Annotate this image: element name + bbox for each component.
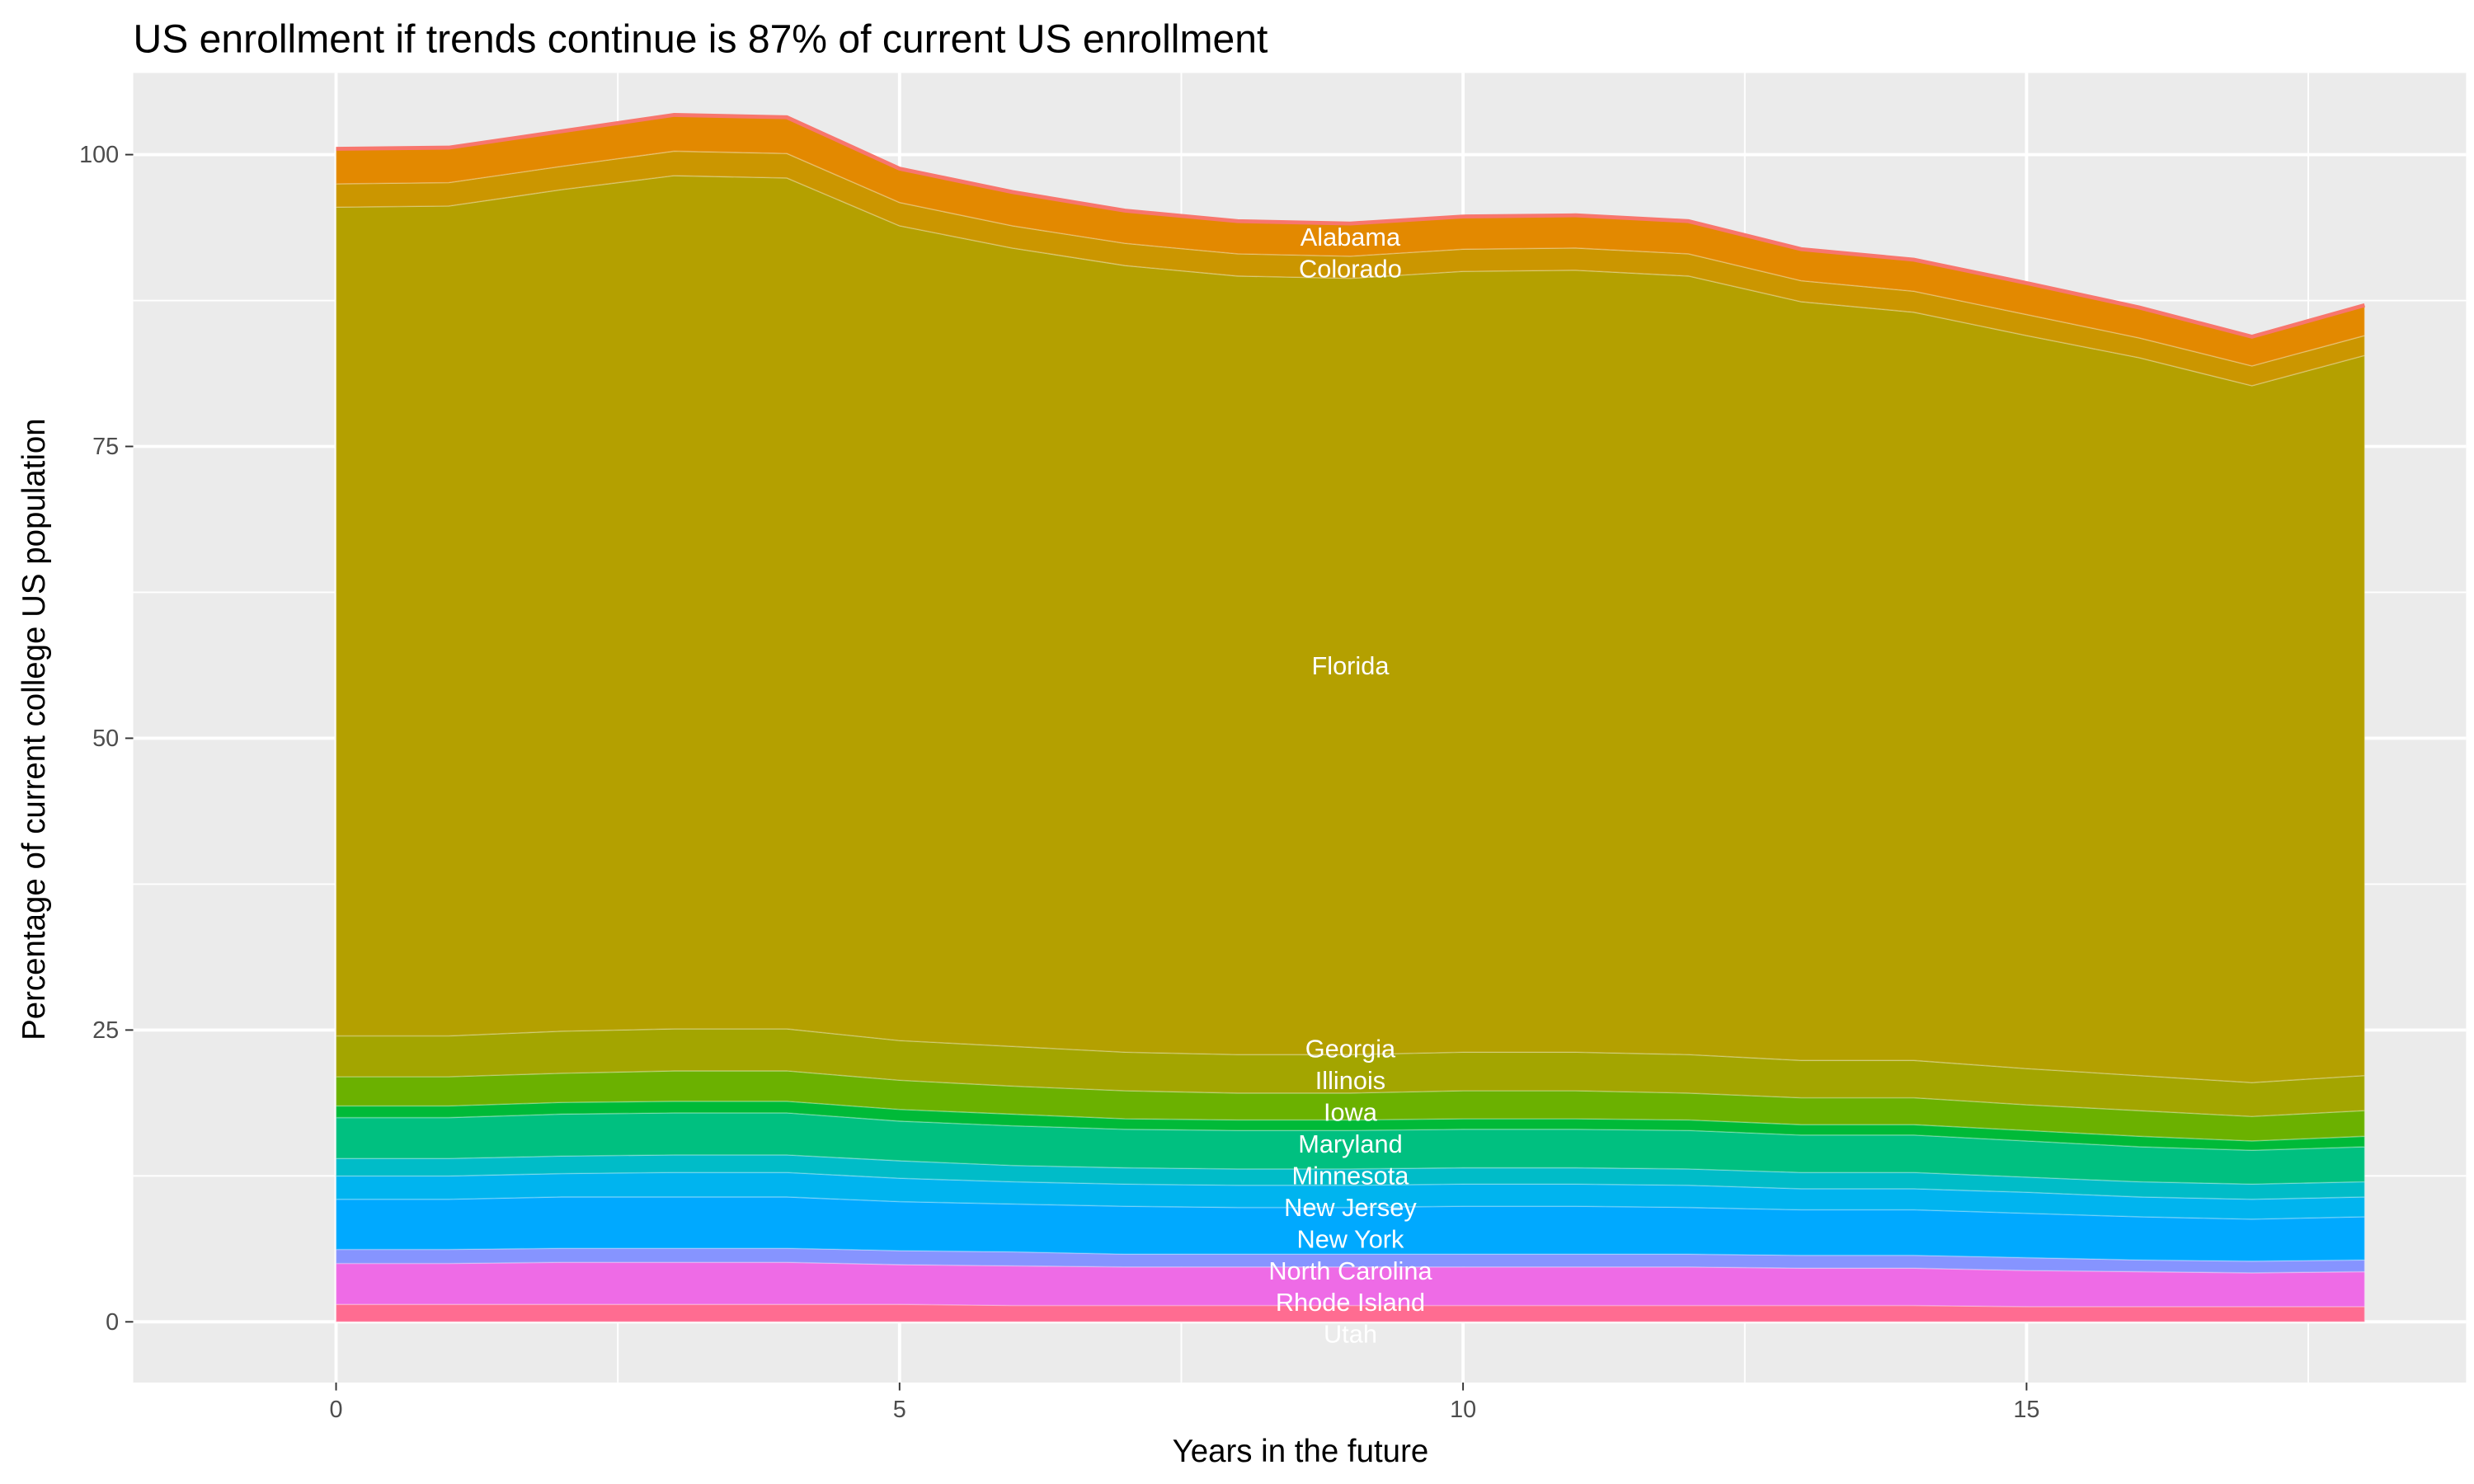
y-tick-label: 100 xyxy=(79,142,119,168)
series-label: Illinois xyxy=(1315,1066,1385,1095)
series-labels: Alabama Colorado Florida GeorgiaIllinoisIow… xyxy=(1268,223,1432,1349)
area-florida xyxy=(335,175,2366,1083)
series-label: Georgia xyxy=(1305,1035,1396,1064)
series-label: Maryland xyxy=(1298,1129,1402,1158)
area-utah xyxy=(335,1303,2366,1323)
series-label: Utah xyxy=(1324,1320,1377,1349)
series-label: North Carolina xyxy=(1268,1256,1432,1285)
x-axis-title: Years in the future xyxy=(1173,1434,1429,1469)
x-axis-ticks: 0 5 10 15 xyxy=(330,1382,2039,1423)
x-tick-label: 5 xyxy=(893,1397,906,1423)
area-minnesota xyxy=(335,1154,2366,1200)
y-tick-label: 25 xyxy=(92,1017,119,1044)
series-label: New Jersey xyxy=(1284,1193,1417,1222)
y-axis-ticks: 0 25 50 75 100 xyxy=(79,142,134,1336)
y-tick-label: 0 xyxy=(106,1309,119,1336)
series-label: Iowa xyxy=(1324,1097,1378,1126)
area-illinois xyxy=(335,1070,2366,1142)
y-axis-title: Percentage of current college US populat… xyxy=(16,418,52,1040)
area-new-york xyxy=(335,1196,2366,1262)
series-label: Florida xyxy=(1311,651,1390,680)
x-tick-label: 0 xyxy=(330,1397,343,1423)
x-tick-label: 15 xyxy=(2013,1397,2039,1423)
series-label: Rhode Island xyxy=(1276,1288,1425,1317)
series-label: New York xyxy=(1297,1224,1405,1253)
area-layers xyxy=(335,113,2366,1323)
y-tick-label: 75 xyxy=(92,434,119,460)
chart-title: US enrollment if trends continue is 87% … xyxy=(134,16,1268,61)
top-edge-line xyxy=(336,113,2366,339)
y-tick-label: 50 xyxy=(92,726,119,752)
series-label: Colorado xyxy=(1299,254,1402,283)
x-tick-label: 10 xyxy=(1450,1397,1476,1423)
area-georgia xyxy=(335,1028,2366,1117)
series-label: Alabama xyxy=(1300,223,1401,251)
area-new-jersey xyxy=(335,1172,2366,1220)
series-label: Minnesota xyxy=(1292,1161,1410,1190)
